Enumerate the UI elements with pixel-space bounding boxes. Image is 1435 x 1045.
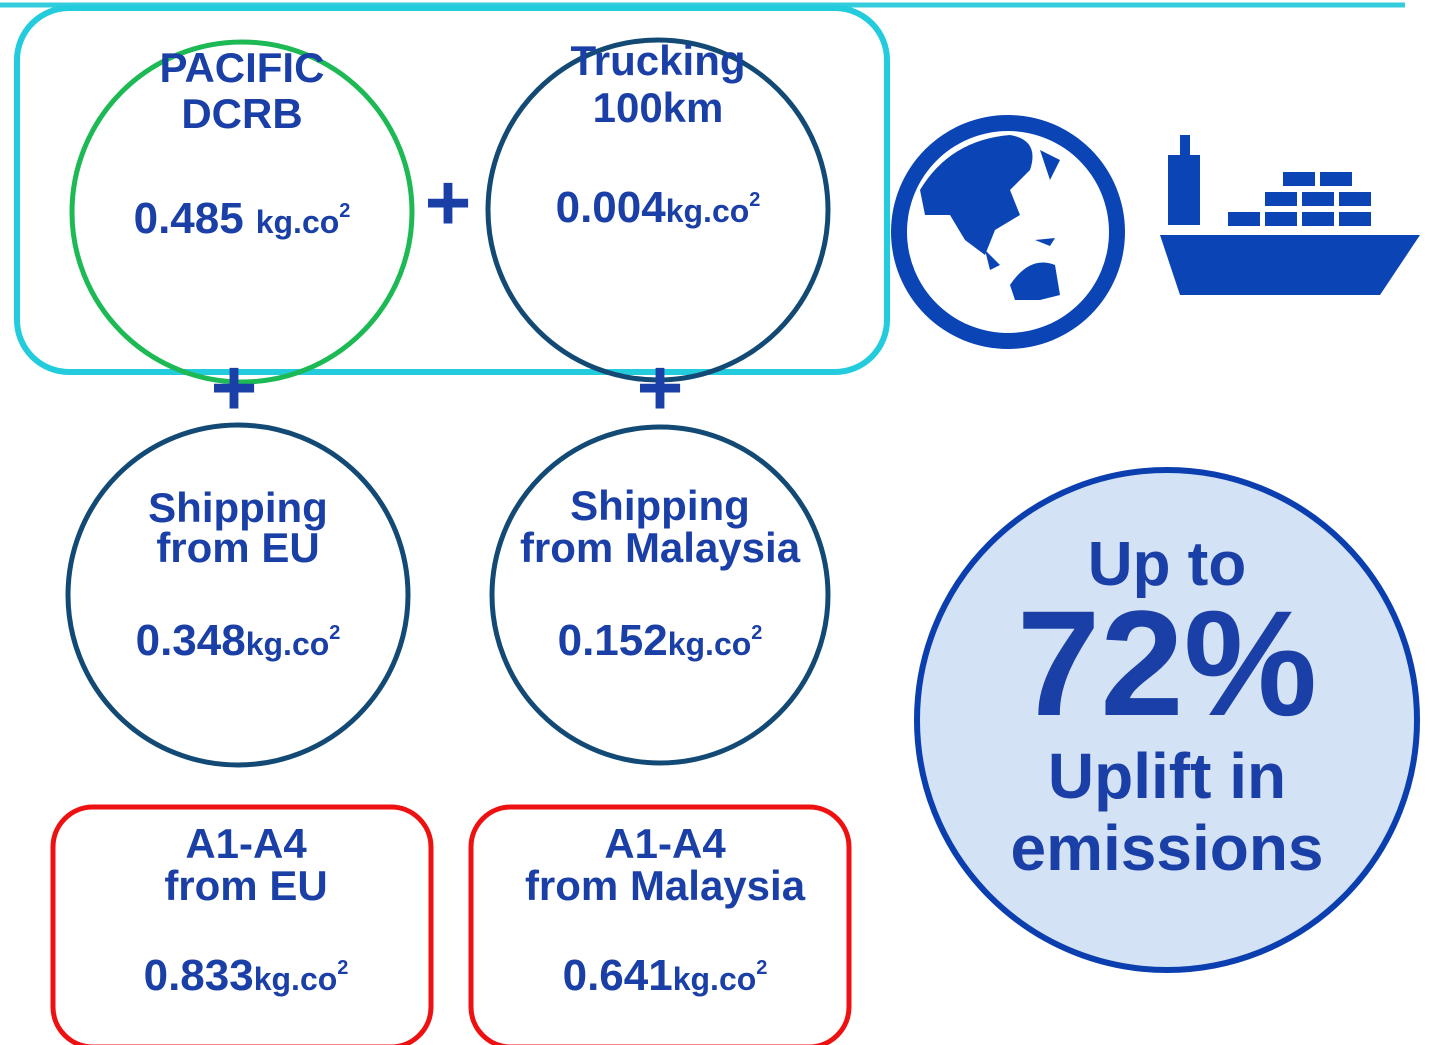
node-title: from EU <box>156 524 319 571</box>
callout-line: emissions <box>1010 812 1323 884</box>
value-unit: kg.co <box>666 193 750 229</box>
node-value: 0.485 kg.co2 <box>134 194 351 243</box>
node-box <box>50 804 434 1045</box>
ship-icon <box>1160 135 1420 295</box>
value-number: 0.348 <box>136 616 246 665</box>
node-box <box>468 804 852 1045</box>
callout-line: Uplift in <box>1048 740 1286 812</box>
value-unit: kg.co <box>246 626 330 662</box>
value-sup: 2 <box>749 189 760 211</box>
value-sup: 2 <box>751 622 762 644</box>
node-title: Shipping <box>570 482 750 529</box>
node-title: Shipping <box>148 484 328 531</box>
plus-sign: + <box>425 158 472 247</box>
value-sup: 2 <box>329 622 340 644</box>
node-value: 0.641kg.co2 <box>563 951 768 1000</box>
node-title: from Malaysia <box>525 862 806 909</box>
value-unit: kg.co <box>673 961 757 997</box>
value-sup: 2 <box>337 957 348 979</box>
node-value: 0.004kg.co2 <box>556 183 761 232</box>
globe-icon <box>891 115 1125 349</box>
plus-sign: + <box>637 343 684 432</box>
node-value: 0.348kg.co2 <box>136 616 341 665</box>
node-title: A1-A4 <box>185 820 307 867</box>
value-unit: kg.co <box>668 626 752 662</box>
node-circle <box>65 422 411 768</box>
node-title: A1-A4 <box>604 820 726 867</box>
value-number: 0.004 <box>556 183 667 232</box>
value-sup: 2 <box>756 957 767 979</box>
node-title: Trucking <box>570 37 745 84</box>
node-circle <box>485 37 831 383</box>
callout-line: Up to <box>1088 530 1246 599</box>
value-sup: 2 <box>339 200 350 222</box>
node-value: 0.833kg.co2 <box>144 951 349 1000</box>
callout-line: 72% <box>1017 579 1317 747</box>
node-title: PACIFIC <box>160 44 325 91</box>
value-unit: kg.co <box>254 961 338 997</box>
group-box <box>14 5 890 375</box>
value-number: 0.641 <box>563 951 673 1000</box>
node-circle <box>69 39 415 385</box>
value-number: 0.152 <box>558 616 668 665</box>
node-value: 0.152kg.co2 <box>558 616 763 665</box>
plus-sign: + <box>211 343 258 432</box>
node-title: DCRB <box>181 90 302 137</box>
node-title: from EU <box>164 862 327 909</box>
value-number: 0.485 <box>134 194 244 243</box>
node-title: 100km <box>593 84 724 131</box>
node-title: from Malaysia <box>520 524 801 571</box>
callout-circle <box>914 467 1420 973</box>
value-number: 0.833 <box>144 951 254 1000</box>
value-unit: kg.co <box>256 204 340 240</box>
node-circle <box>489 424 831 766</box>
